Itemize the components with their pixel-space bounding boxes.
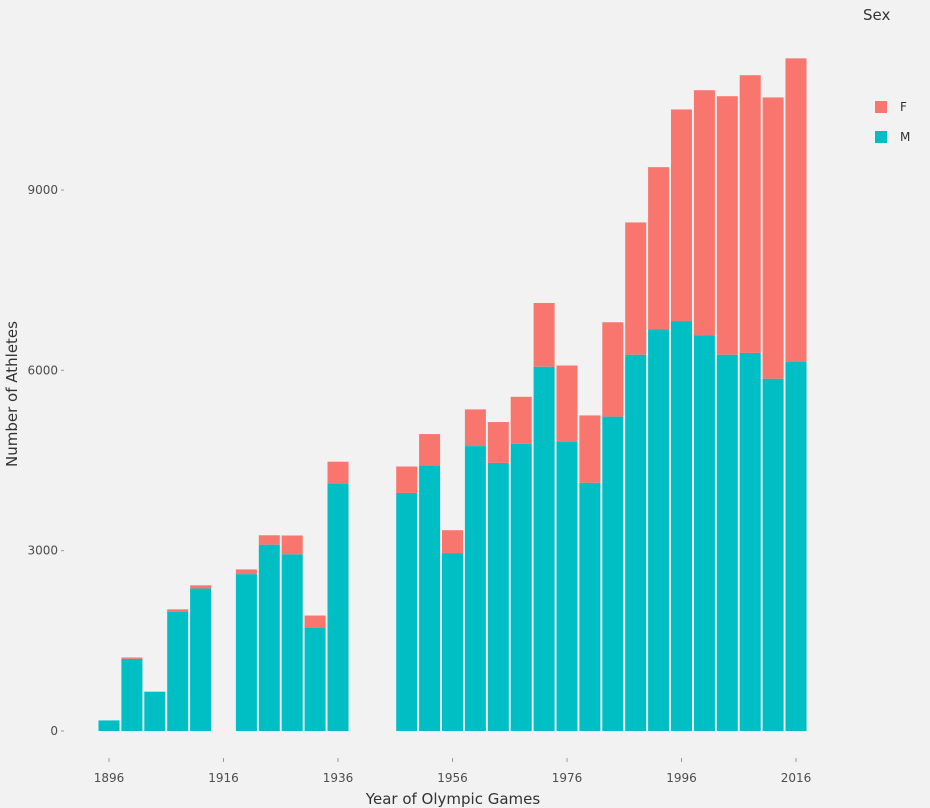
bar-f-1996: [671, 109, 692, 322]
bar-m-2008: [739, 352, 761, 731]
bar-f-1960: [464, 409, 486, 447]
bar-f-1908: [167, 609, 189, 612]
bar-m-1964: [487, 462, 509, 731]
bar-m-1960: [464, 446, 486, 731]
bar-m-1896: [98, 720, 120, 731]
bar-f-2004: [716, 96, 738, 355]
bar-m-1972: [533, 366, 555, 731]
bar-m-1952: [419, 465, 441, 731]
bar-m-1968: [510, 443, 532, 731]
legend-label-f: F: [900, 100, 907, 114]
bar-f-1900: [121, 657, 143, 659]
y-tick-label-3000: 3000: [27, 544, 58, 558]
x-tick-label-2016: 2016: [781, 771, 812, 785]
bar-f-1964: [487, 422, 509, 463]
y-tick-label-9000: 9000: [27, 183, 58, 197]
bar-f-2012: [762, 97, 784, 379]
bar-m-1904: [144, 691, 166, 731]
y-axis: 0 3000 6000 9000: [27, 183, 64, 738]
bar-f-1956: [442, 530, 463, 554]
bars-layer: [98, 58, 807, 731]
bar-m-1912: [190, 588, 212, 731]
bar-m-2016: [785, 361, 807, 731]
bar-f-1968: [510, 396, 532, 444]
bar-m-2012: [762, 378, 784, 731]
bar-f-1920: [235, 569, 257, 575]
legend-title: Sex: [863, 6, 890, 24]
x-tick-label-1896: 1896: [94, 771, 125, 785]
legend-swatch-f: [875, 101, 887, 113]
x-tick-label-1996: 1996: [666, 771, 697, 785]
x-axis-title: Year of Olympic Games: [365, 790, 541, 808]
bar-m-1948: [396, 492, 418, 731]
legend-swatch-m: [875, 131, 887, 143]
bar-m-1924: [258, 544, 280, 731]
bar-f-1932: [304, 615, 326, 628]
bar-m-1996: [671, 321, 692, 731]
bar-f-2008: [739, 75, 761, 353]
x-tick-label-1916: 1916: [208, 771, 239, 785]
bar-m-1980: [579, 482, 601, 731]
bar-m-2000: [693, 335, 715, 731]
bar-m-1920: [235, 574, 257, 731]
bar-m-1976: [556, 441, 578, 731]
x-tick-label-1956: 1956: [437, 771, 468, 785]
bar-f-1976: [556, 365, 578, 442]
bar-m-1984: [602, 416, 624, 731]
bar-m-2004: [716, 354, 738, 731]
bar-f-1984: [602, 322, 624, 417]
x-tick-label-1976: 1976: [552, 771, 583, 785]
bar-m-1908: [167, 611, 189, 731]
legend: Sex F M: [863, 6, 910, 144]
y-tick-label-0: 0: [50, 724, 58, 738]
bar-f-1924: [258, 535, 280, 545]
bar-f-2000: [693, 90, 715, 336]
bar-f-1980: [579, 415, 601, 483]
bar-f-1912: [190, 585, 212, 589]
bar-f-1952: [419, 434, 441, 466]
bar-f-1928: [281, 535, 303, 555]
bar-f-2016: [785, 58, 807, 362]
bar-f-1992: [648, 167, 670, 330]
bar-m-1900: [121, 658, 143, 731]
bar-m-1992: [648, 329, 670, 731]
bar-m-1936: [327, 483, 349, 731]
bar-m-1956: [442, 553, 463, 731]
x-tick-label-1936: 1936: [323, 771, 354, 785]
bar-m-1988: [625, 354, 647, 731]
bar-m-1928: [281, 554, 303, 731]
x-axis: 1896 1916 1936 1956 1976 1996 2016: [94, 758, 812, 785]
y-axis-title: Number of Athletes: [3, 321, 21, 467]
bar-m-1932: [304, 627, 326, 731]
bar-f-1972: [533, 303, 555, 367]
bar-f-1948: [396, 466, 418, 493]
y-tick-label-6000: 6000: [27, 363, 58, 377]
legend-label-m: M: [900, 130, 910, 144]
bar-f-1988: [625, 222, 647, 355]
bar-f-1936: [327, 461, 349, 484]
